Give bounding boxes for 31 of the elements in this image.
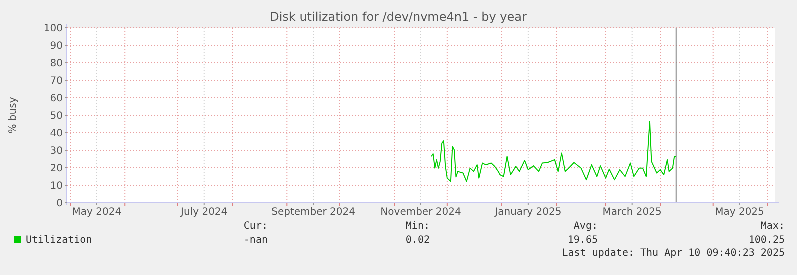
y-tick-label: 60 (50, 94, 63, 104)
text: Cur: (244, 221, 268, 232)
text: 100.25 (748, 235, 785, 246)
x-tick-label: March 2025 (602, 207, 662, 218)
text: 19.65 (568, 235, 598, 246)
text: Max: (760, 221, 785, 232)
y-tick-label: 10 (50, 181, 63, 192)
x-tick-label: May 2024 (72, 207, 122, 218)
chart-title: Disk utilization for /dev/nvme4n1 - by year (270, 10, 527, 24)
text: Min: (406, 221, 430, 232)
x-tick-label: November 2024 (380, 207, 462, 218)
legend-label: Utilization (26, 235, 92, 246)
text: 0.02 (406, 235, 430, 246)
y-tick-label: 100 (44, 24, 63, 34)
y-tick-label: 30 (50, 146, 63, 157)
x-tick-label: May 2025 (715, 207, 764, 218)
y-axis-title: % busy (8, 97, 19, 134)
x-tick-label: September 2024 (272, 207, 356, 218)
y-tick-label: 90 (50, 41, 63, 52)
text: -nan (244, 235, 268, 246)
y-tick-label: 70 (50, 76, 63, 87)
y-tick-label: 0 (56, 198, 63, 210)
y-tick-label: 20 (50, 164, 63, 174)
y-tick-label: 40 (50, 128, 63, 140)
x-tick-label: January 2025 (494, 207, 562, 218)
y-tick-label: 50 (50, 111, 63, 122)
text: Last update: Thu Apr 10 09:40:23 2025 (562, 248, 785, 259)
y-tick-label: 80 (50, 58, 63, 70)
text: Avg: (574, 221, 598, 232)
line-series (431, 121, 677, 182)
x-tick-label: July 2024 (180, 207, 228, 218)
